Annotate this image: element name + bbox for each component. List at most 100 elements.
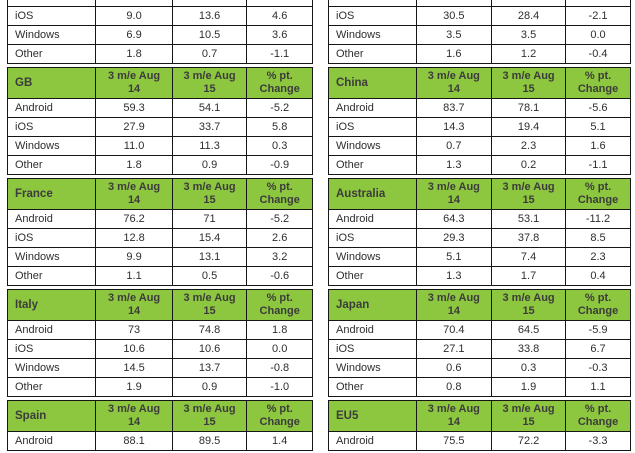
- value-aug14: 1.3: [415, 155, 493, 175]
- os-label: Windows: [328, 25, 417, 45]
- pt-change: -0.6: [246, 266, 313, 286]
- country-name: China: [328, 67, 417, 99]
- os-label: iOS: [328, 117, 417, 137]
- os-label: Other: [328, 44, 417, 64]
- value-aug15: 71: [171, 209, 248, 229]
- value-aug14: 88.1: [95, 431, 173, 451]
- value-aug15: 78.1: [491, 98, 567, 118]
- table-row: Other 1.8 0.9 -0.9: [6, 155, 313, 175]
- table-row: Windows 3.5 3.5 0.0: [328, 25, 631, 45]
- value-aug14: 29.3: [415, 228, 493, 248]
- os-label: Other: [6, 44, 97, 64]
- table-header-row: EU5 3 m/e Aug 14 3 m/e Aug 15 % pt. Chan…: [328, 400, 631, 432]
- value-aug14: 1.3: [415, 266, 493, 286]
- os-label: Android: [6, 98, 97, 118]
- value-aug15: 28.4: [491, 6, 567, 26]
- pt-change: -1.1: [246, 44, 313, 64]
- country-table: China 3 m/e Aug 14 3 m/e Aug 15 % pt. Ch…: [328, 67, 631, 175]
- country-table: GB 3 m/e Aug 14 3 m/e Aug 15 % pt. Chang…: [6, 67, 313, 175]
- value-aug14: 1.6: [415, 44, 493, 64]
- country-name: Japan: [328, 289, 417, 321]
- col-header-aug15: 3 m/e Aug 15: [171, 400, 248, 432]
- value-aug14: 14.5: [95, 358, 173, 378]
- col-header-aug14: 3 m/e Aug 14: [95, 178, 173, 210]
- pt-change: 0.0: [246, 339, 313, 359]
- value-aug15: 13.1: [171, 247, 248, 267]
- right-column: Android 64.4 66.9 2.5 iOS 30.5 28.4 -2.1…: [328, 0, 631, 453]
- col-header-aug14: 3 m/e Aug 14: [415, 178, 493, 210]
- os-label: Windows: [328, 136, 417, 156]
- pt-change: 1.6: [565, 136, 631, 156]
- pt-change: -3.3: [565, 431, 631, 451]
- value-aug15: 74.8: [171, 320, 248, 340]
- table-row: Android 75.5 72.2 -3.3: [328, 431, 631, 451]
- pt-change: 8.5: [565, 228, 631, 248]
- pt-change: -5.2: [246, 98, 313, 118]
- value-aug14: 30.5: [415, 6, 493, 26]
- table-row: Other 1.8 0.7 -1.1: [6, 44, 313, 64]
- value-aug15: 11.3: [171, 136, 248, 156]
- value-aug15: 10.6: [171, 339, 248, 359]
- pt-change: 5.8: [246, 117, 313, 137]
- col-header-aug15: 3 m/e Aug 15: [491, 67, 567, 99]
- table-row: Android 73 74.8 1.8: [6, 320, 313, 340]
- table-header-row: Spain 3 m/e Aug 14 3 m/e Aug 15 % pt. Ch…: [6, 400, 313, 432]
- value-aug15: 0.3: [491, 358, 567, 378]
- country-table: Android 82.3 75.2 -7.1 iOS 9.0 13.6 4.6 …: [6, 0, 313, 64]
- table-header-row: GB 3 m/e Aug 14 3 m/e Aug 15 % pt. Chang…: [6, 67, 313, 99]
- pt-change: -0.9: [246, 155, 313, 175]
- country-table: Spain 3 m/e Aug 14 3 m/e Aug 15 % pt. Ch…: [6, 400, 313, 451]
- col-header-aug14: 3 m/e Aug 14: [415, 67, 493, 99]
- col-header-aug14: 3 m/e Aug 14: [415, 289, 493, 321]
- os-label: Android: [328, 431, 417, 451]
- table-row: Other 1.6 1.2 -0.4: [328, 44, 631, 64]
- value-aug15: 0.9: [171, 155, 248, 175]
- table-row: Other 1.3 0.2 -1.1: [328, 155, 631, 175]
- table-row: Other 0.8 1.9 1.1: [328, 377, 631, 397]
- col-header-change: % pt. Change: [565, 400, 631, 432]
- pt-change: 0.4: [565, 266, 631, 286]
- table-header-row: Japan 3 m/e Aug 14 3 m/e Aug 15 % pt. Ch…: [328, 289, 631, 321]
- col-header-aug15: 3 m/e Aug 15: [491, 289, 567, 321]
- country-table: France 3 m/e Aug 14 3 m/e Aug 15 % pt. C…: [6, 178, 313, 286]
- country-name: EU5: [328, 400, 417, 432]
- os-label: Android: [6, 209, 97, 229]
- value-aug14: 75.5: [415, 431, 493, 451]
- value-aug14: 1.8: [95, 155, 173, 175]
- col-header-aug15: 3 m/e Aug 15: [171, 178, 248, 210]
- os-label: Windows: [6, 247, 97, 267]
- value-aug14: 3.5: [415, 25, 493, 45]
- pt-change: -0.8: [246, 358, 313, 378]
- pt-change: -11.2: [565, 209, 631, 229]
- col-header-aug14: 3 m/e Aug 14: [95, 67, 173, 99]
- value-aug14: 70.4: [415, 320, 493, 340]
- os-label: iOS: [6, 228, 97, 248]
- os-label: Other: [328, 266, 417, 286]
- table-header-row: China 3 m/e Aug 14 3 m/e Aug 15 % pt. Ch…: [328, 67, 631, 99]
- pt-change: 4.6: [246, 6, 313, 26]
- os-label: Other: [6, 155, 97, 175]
- value-aug15: 1.9: [491, 377, 567, 397]
- table-row: Android 76.2 71 -5.2: [6, 209, 313, 229]
- col-header-aug15: 3 m/e Aug 15: [171, 67, 248, 99]
- value-aug14: 1.9: [95, 377, 173, 397]
- value-aug14: 59.3: [95, 98, 173, 118]
- os-label: Android: [328, 209, 417, 229]
- os-label: Android: [6, 320, 97, 340]
- country-name: France: [6, 178, 97, 210]
- table-row: Windows 0.7 2.3 1.6: [328, 136, 631, 156]
- pt-change: 3.2: [246, 247, 313, 267]
- pt-change: 0.0: [565, 25, 631, 45]
- value-aug15: 2.3: [491, 136, 567, 156]
- value-aug15: 19.4: [491, 117, 567, 137]
- table-row: iOS 30.5 28.4 -2.1: [328, 6, 631, 26]
- value-aug14: 9.0: [95, 6, 173, 26]
- table-row: Other 1.9 0.9 -1.0: [6, 377, 313, 397]
- value-aug14: 12.8: [95, 228, 173, 248]
- pt-change: -0.4: [565, 44, 631, 64]
- table-row: Other 1.1 0.5 -0.6: [6, 266, 313, 286]
- country-name: Italy: [6, 289, 97, 321]
- value-aug14: 6.9: [95, 25, 173, 45]
- os-label: Windows: [6, 358, 97, 378]
- table-row: iOS 10.6 10.6 0.0: [6, 339, 313, 359]
